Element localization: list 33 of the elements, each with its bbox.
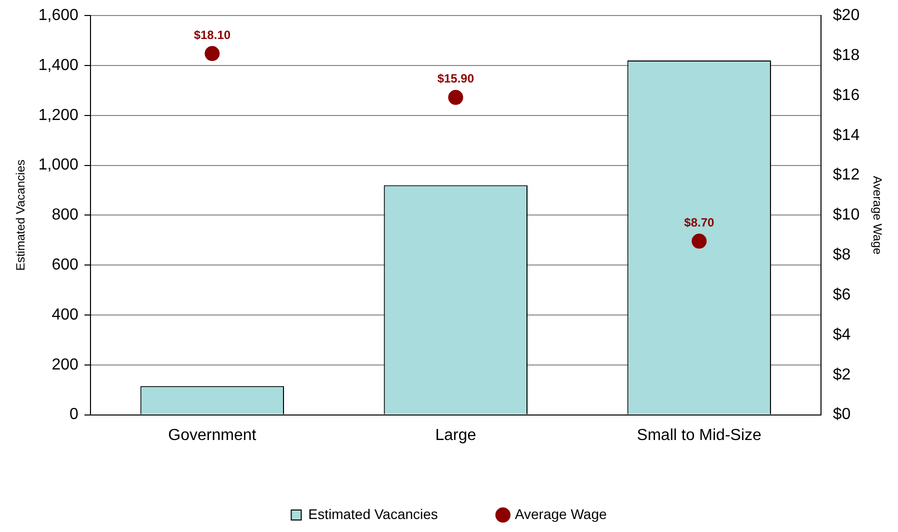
- x-tick-label: Large: [435, 426, 476, 444]
- point: [204, 46, 220, 62]
- y2-tick-label: $20: [832, 7, 860, 24]
- y2-tick-label: $12: [832, 166, 860, 184]
- y-tick-label: 400: [52, 306, 79, 324]
- point: [692, 234, 707, 249]
- y2-tick-label: $10: [832, 206, 860, 224]
- data-label: $18.10: [194, 28, 231, 42]
- y2-tick-label: $18: [832, 46, 860, 64]
- y2-tick-label: $6: [832, 286, 851, 304]
- legend-label: Average Wage: [514, 506, 607, 522]
- legend-label: Estimated Vacancies: [308, 506, 438, 522]
- y-tick-label: 800: [52, 206, 79, 224]
- y2-axis-title: Average Wage: [870, 176, 884, 255]
- y-tick-label: 1,600: [38, 7, 79, 24]
- point: [448, 90, 464, 105]
- x-tick-label: Government: [168, 426, 257, 444]
- y2-tick-label: $16: [832, 86, 860, 104]
- y2-tick-label: $2: [832, 366, 851, 384]
- y-tick-label: 1,400: [38, 56, 79, 74]
- data-label: $15.90: [437, 72, 474, 86]
- y-axis-title: Estimated Vacancies: [14, 160, 28, 271]
- y2-tick-label: $14: [832, 126, 860, 144]
- y2-tick-label: $8: [832, 246, 851, 264]
- y-tick-label: 600: [52, 256, 79, 274]
- data-label: $8.70: [684, 215, 714, 230]
- y-tick-label: 0: [70, 406, 79, 424]
- y-tick-label: 1,000: [38, 156, 79, 174]
- y2-tick-label: $4: [832, 326, 851, 344]
- y-tick-label: 1,200: [38, 106, 79, 124]
- x-tick-label: Small to Mid-Size: [636, 426, 762, 444]
- y-tick-label: 200: [52, 356, 79, 374]
- y2-tick-label: $0: [832, 406, 851, 424]
